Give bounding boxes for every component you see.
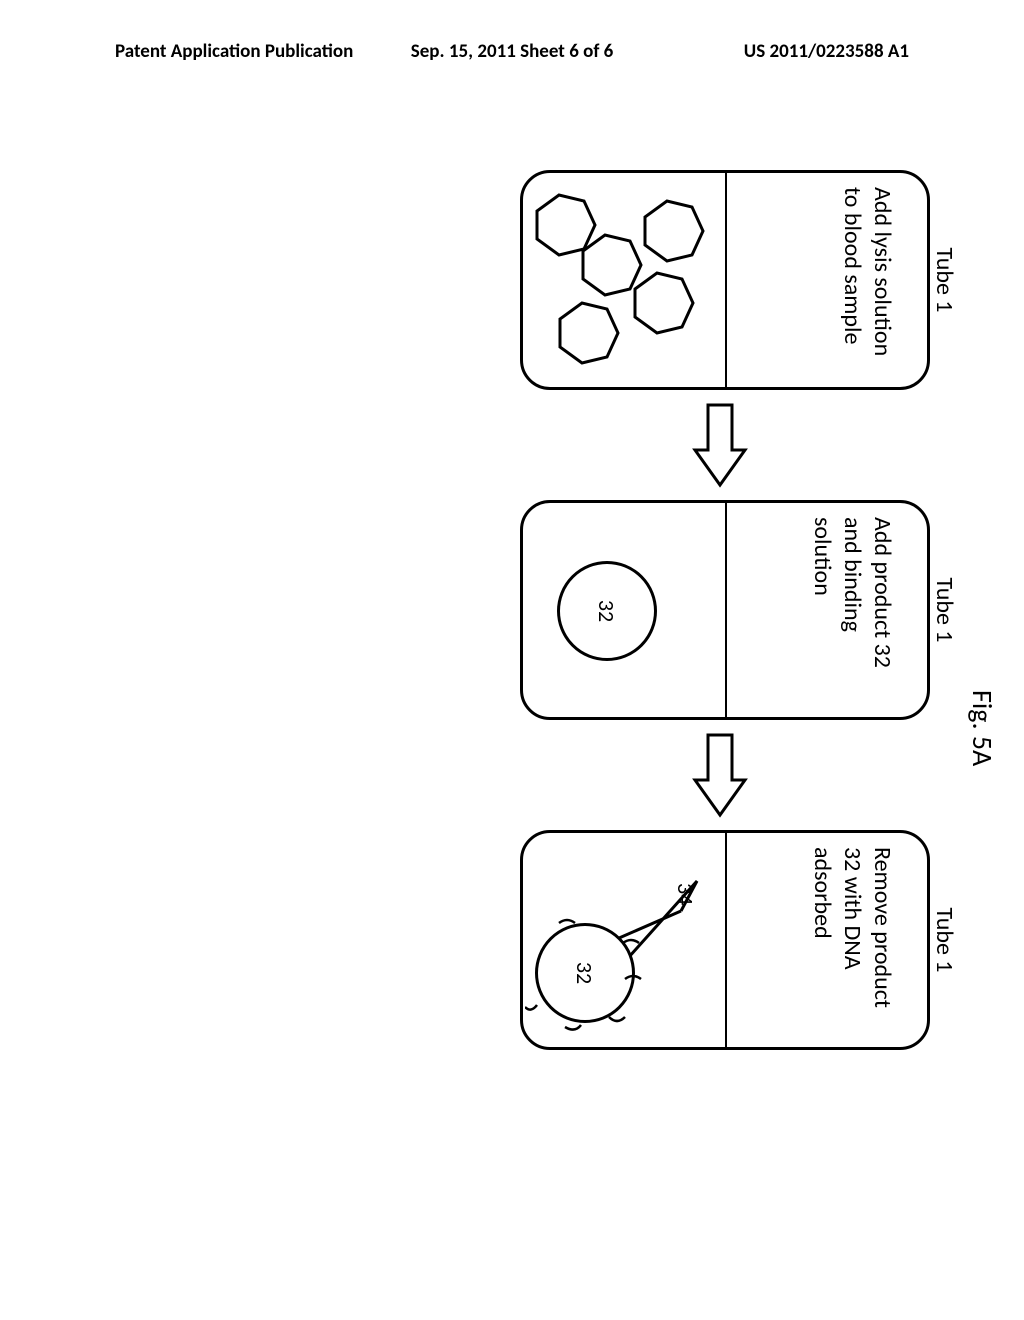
tube2-title: Tube 1	[930, 503, 959, 717]
tube2-text: Add product 32 and binding solution	[807, 517, 897, 703]
tube-step3: Tube 1 Remove product 32 with DNA adsorb…	[520, 830, 930, 1050]
tube-step1: Tube 1 Add lysis solution to blood sampl…	[520, 170, 930, 390]
tube1-text: Add lysis solution to blood sample	[837, 187, 897, 373]
figure-diagram: Fig. 5A Tube 1 Add lysis solution to blo…	[170, 390, 970, 850]
blood-cell-icon	[531, 191, 599, 259]
tube1-title: Tube 1	[930, 173, 959, 387]
arrow-icon	[690, 730, 750, 820]
header-center: Sep. 15, 2011 Sheet 6 of 6	[380, 40, 645, 63]
header-right: US 2011/0223588 A1	[644, 40, 909, 63]
tube3-text: Remove product 32 with DNA adsorbed	[807, 847, 897, 1033]
figure-label: Fig. 5A	[965, 690, 1000, 766]
product-32-circle: 32	[557, 561, 657, 661]
tube3-title: Tube 1	[930, 833, 959, 1047]
blood-cell-icon	[554, 299, 622, 367]
header-left: Patent Application Publication	[115, 40, 380, 63]
tube3-bottom: 34 32	[523, 833, 727, 1047]
tube2-bottom: 32	[523, 503, 727, 717]
tube-step2: Tube 1 Add product 32 and binding soluti…	[520, 500, 930, 720]
arrow-icon	[690, 400, 750, 490]
tube1-bottom	[523, 173, 727, 387]
dna-strands-icon	[525, 915, 645, 1035]
blood-cell-icon	[639, 197, 707, 265]
product-32-label: 32	[594, 600, 621, 622]
patent-header: Patent Application Publication Sep. 15, …	[0, 0, 1024, 63]
